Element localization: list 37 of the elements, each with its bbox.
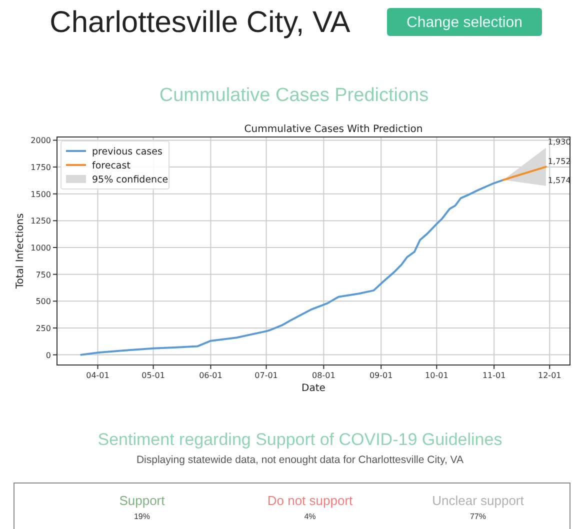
chart-title: Cummulative Cases With Prediction xyxy=(244,124,423,135)
x-tick-label: 09-01 xyxy=(369,371,393,380)
annotation: 1,752 xyxy=(548,156,571,166)
y-tick-label: 250 xyxy=(36,324,51,333)
category-label: Support xyxy=(119,493,166,508)
x-tick-label: 11-01 xyxy=(482,371,506,380)
x-tick-label: 04-01 xyxy=(86,371,110,380)
y-tick-label: 1500 xyxy=(30,190,51,199)
x-axis-title: Date xyxy=(302,383,326,394)
annotation: 95% confidence xyxy=(92,174,168,186)
x-tick-label: 08-01 xyxy=(312,371,336,380)
y-tick-label: 1750 xyxy=(30,163,51,172)
category-label: Do not support xyxy=(267,493,354,508)
text: Sentiment regarding Support of COVID-19 Guidelines xyxy=(98,430,502,449)
legend-label: forecast xyxy=(92,160,131,172)
text: 77% xyxy=(470,512,486,521)
text: Charlottesville City, VA xyxy=(50,6,350,39)
y-tick-label: 0 xyxy=(46,350,51,360)
text: 4% xyxy=(304,512,316,521)
y-tick-label: 1250 xyxy=(30,216,51,226)
text: Displaying statewide data, not enought data for Charlottesville City, VA xyxy=(136,454,464,466)
category-label: Unclear support xyxy=(432,493,524,508)
x-tick-label: 12-01 xyxy=(538,371,562,380)
x-tick-label: 05-01 xyxy=(142,371,165,380)
y-tick-label: 2000 xyxy=(30,136,51,146)
annotation: 1,574 xyxy=(548,176,571,185)
text: Cummulative Cases Predictions xyxy=(159,85,429,106)
y-axis-title: Total Infections xyxy=(15,213,26,290)
x-tick-label: 06-01 xyxy=(199,371,222,380)
y-tick-label: 1000 xyxy=(30,244,51,253)
y-tick-label: 750 xyxy=(36,270,51,280)
legend-label: previous cases xyxy=(92,146,162,158)
x-tick-label: 07-01 xyxy=(254,371,278,380)
text: 19% xyxy=(134,512,150,521)
y-tick-label: 500 xyxy=(36,297,51,306)
x-tick-label: 10-01 xyxy=(425,371,448,380)
change-selection-button[interactable]: Change selection xyxy=(387,8,542,36)
